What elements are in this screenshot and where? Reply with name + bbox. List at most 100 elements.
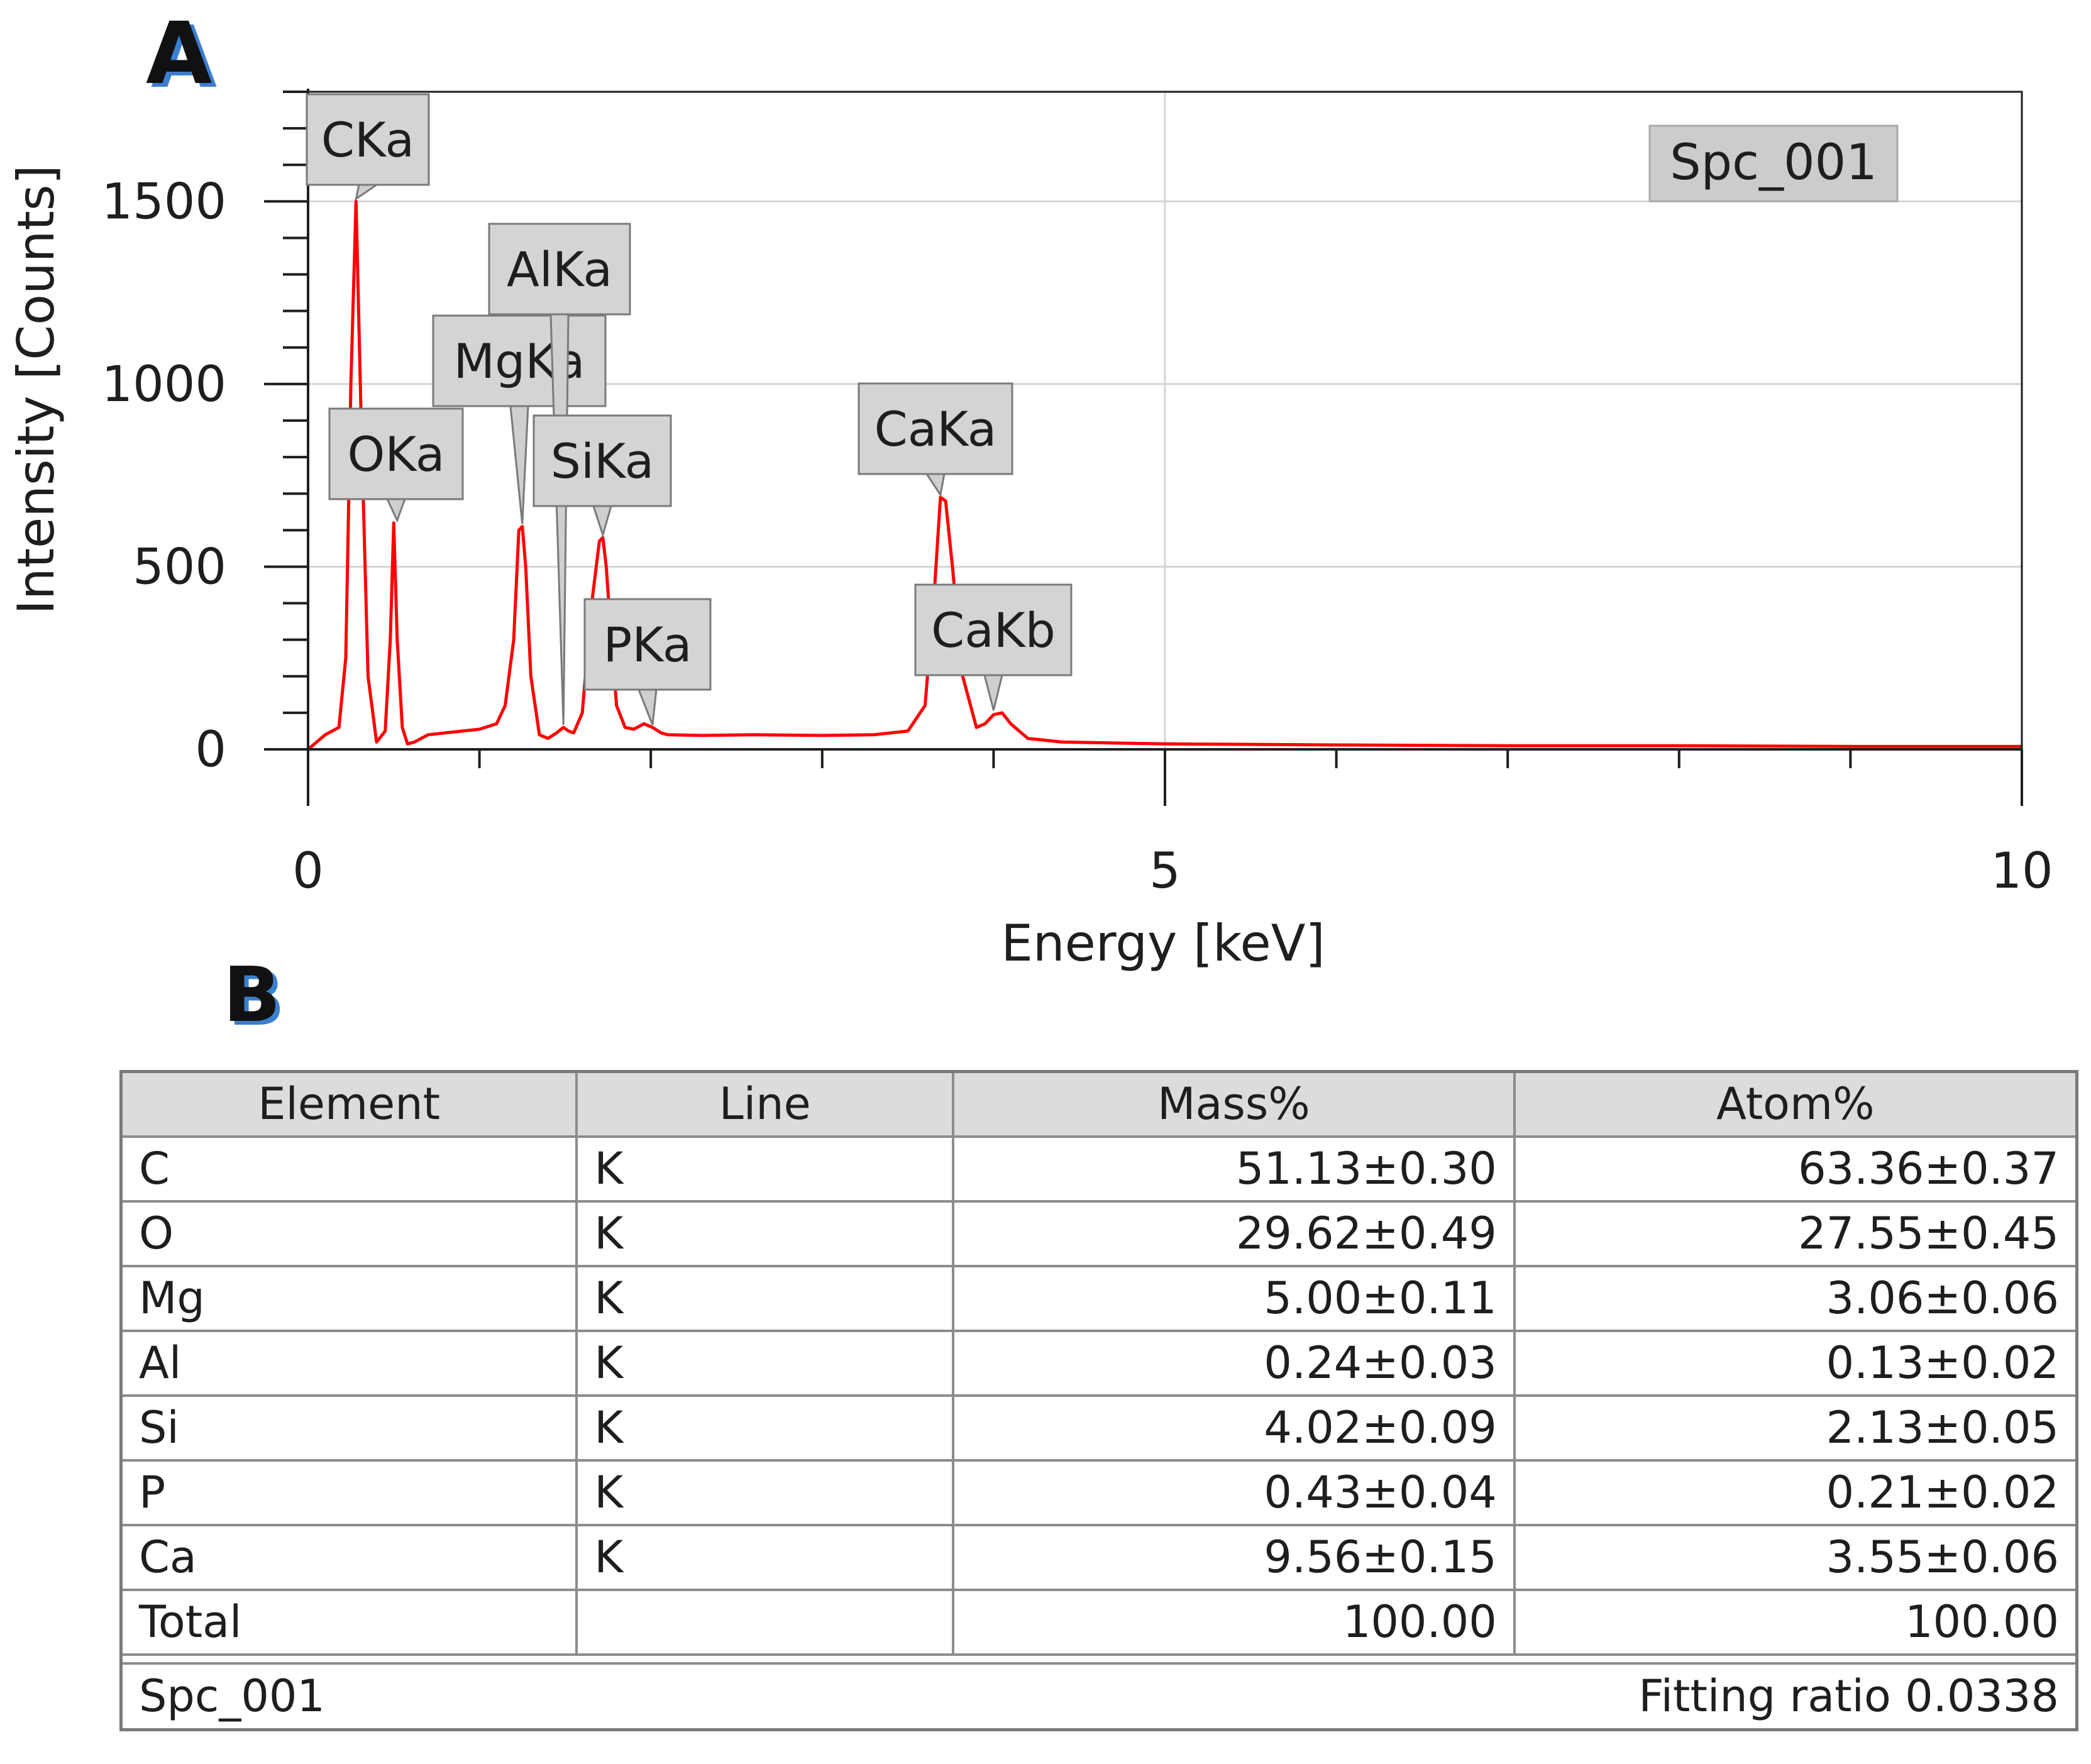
cell-mass: 29.62±0.49 <box>952 1199 1516 1267</box>
cell-mass: 0.24±0.03 <box>952 1329 1516 1397</box>
axes <box>264 89 2023 806</box>
cell-atom: 0.13±0.02 <box>1513 1329 2078 1397</box>
cell-mass: 4.02±0.09 <box>952 1394 1516 1462</box>
cell-element: Al <box>119 1329 578 1397</box>
panel-a-label: A <box>146 4 212 104</box>
cell-atom: 27.55±0.45 <box>1513 1199 2078 1267</box>
panel-b-label-wrap: B B <box>223 956 285 1031</box>
cell-element: C <box>119 1135 578 1203</box>
legend-label: Spc_001 <box>1670 135 1877 191</box>
tick-labels: 0 500 1000 1500 0 5 10 <box>101 174 2053 900</box>
table-header-row: Element Line Mass% Atom% <box>119 1070 2078 1138</box>
header-line: Line <box>575 1070 955 1138</box>
header-atom-percent: Atom% <box>1513 1070 2078 1138</box>
table-row: Al K 0.24±0.03 0.13±0.02 <box>119 1329 2078 1397</box>
spectrum-series <box>307 199 2022 751</box>
peak-label-box <box>432 314 607 407</box>
cell-atom: 0.21±0.02 <box>1513 1458 2078 1526</box>
peak-label-pka: PKa <box>583 598 712 725</box>
cell-element: O <box>119 1199 578 1267</box>
peak-label-pointer <box>385 498 407 523</box>
peak-label-caka: CaKa <box>858 382 1013 497</box>
peak-label-pointer <box>592 505 612 539</box>
table-spacer-cell <box>119 1653 2078 1665</box>
cell-line: K <box>575 1523 955 1591</box>
legend-box <box>1648 124 1899 202</box>
peak-label-mgka: MgKa <box>432 314 607 524</box>
cell-line: K <box>575 1329 955 1397</box>
table-row: O K 29.62±0.49 27.55±0.45 <box>119 1199 2078 1267</box>
cell-atom: 100.00 <box>1513 1588 2078 1656</box>
composition-table: Element Line Mass% Atom% C K 51.13±0.30 … <box>119 1070 2078 1731</box>
peak-label-box <box>328 407 464 500</box>
panel-b-label-shadow: B <box>228 956 285 1031</box>
cell-line <box>575 1588 955 1656</box>
x-axis-title: Energy [keV] <box>1001 914 1325 973</box>
x-tick-label: 0 <box>292 843 324 900</box>
peak-label-text: CKa <box>321 112 414 168</box>
peak-label-pointer <box>637 688 658 725</box>
panel-b-label: B <box>223 956 280 1031</box>
cell-line: K <box>575 1458 955 1526</box>
y-tick-label: 1000 <box>101 356 226 413</box>
cell-mass: 9.56±0.15 <box>952 1523 1516 1591</box>
x-tick-label: 5 <box>1149 843 1181 900</box>
x-tick-label: 10 <box>1990 843 2053 900</box>
peak-label-pointer <box>983 674 1003 711</box>
cell-line: K <box>575 1135 955 1203</box>
y-axis-title: Intensity [Counts] <box>7 165 65 614</box>
peak-label-box <box>583 598 712 691</box>
cell-line: K <box>575 1199 955 1267</box>
peak-label-cakb: CaKb <box>914 583 1073 711</box>
peak-label-text: SiKa <box>551 433 654 489</box>
peak-label-pointer <box>509 405 529 524</box>
table-row: C K 51.13±0.30 63.36±0.37 <box>119 1135 2078 1203</box>
table-spacer-row <box>119 1653 2078 1665</box>
cell-atom: 3.55±0.06 <box>1513 1523 2078 1591</box>
panel-a-label-shadow: A <box>151 8 217 107</box>
table-row: P K 0.43±0.04 0.21±0.02 <box>119 1458 2078 1526</box>
peak-label-box <box>532 414 672 507</box>
cell-element: Ca <box>119 1523 578 1591</box>
peak-label-text: AlKa <box>507 241 612 297</box>
footer-spectrum-name: Spc_001 <box>119 1662 954 1731</box>
table-row-total: Total 100.00 100.00 <box>119 1588 2078 1656</box>
table-row: Ca K 9.56±0.15 3.55±0.06 <box>119 1523 2078 1591</box>
cell-atom: 2.13±0.05 <box>1513 1394 2078 1462</box>
cell-element: P <box>119 1458 578 1526</box>
peak-label-text: OKa <box>348 426 445 482</box>
cell-element: Mg <box>119 1264 578 1332</box>
peak-label-text: CaKb <box>931 602 1056 658</box>
cell-mass: 0.43±0.04 <box>952 1458 1516 1526</box>
peak-label-cka: CKa <box>306 93 430 201</box>
cell-element: Total <box>119 1588 578 1656</box>
header-mass-percent: Mass% <box>952 1070 1516 1138</box>
peak-label-text: PKa <box>604 617 692 673</box>
cell-mass: 5.00±0.11 <box>952 1264 1516 1332</box>
cell-line: K <box>575 1394 955 1462</box>
cell-atom: 3.06±0.06 <box>1513 1264 2078 1332</box>
y-tick-label: 1500 <box>101 174 226 230</box>
peak-label-box <box>488 223 631 316</box>
cell-mass: 100.00 <box>952 1588 1516 1656</box>
peak-label-pointer <box>925 473 946 497</box>
cell-mass: 51.13±0.30 <box>952 1135 1516 1203</box>
peak-label-oka: OKa <box>328 407 464 523</box>
cell-atom: 63.36±0.37 <box>1513 1135 2078 1203</box>
peak-label-pointer <box>355 184 380 201</box>
table-row: Si K 4.02±0.09 2.13±0.05 <box>119 1394 2078 1462</box>
spectrum-line <box>307 199 2022 751</box>
y-tick-label: 0 <box>195 722 226 778</box>
cell-element: Si <box>119 1394 578 1462</box>
table-footer-row: Spc_001 Fitting ratio 0.0338 <box>119 1662 2078 1731</box>
footer-fitting-ratio: Fitting ratio 0.0338 <box>953 1662 2078 1731</box>
peak-label-box <box>914 583 1073 676</box>
y-tick-label: 500 <box>133 539 226 595</box>
peak-label-pointer <box>549 313 570 725</box>
header-element: Element <box>119 1070 578 1138</box>
peak-label-text: CaKa <box>874 401 997 457</box>
peak-label-box <box>858 382 1013 475</box>
cell-line: K <box>575 1264 955 1332</box>
